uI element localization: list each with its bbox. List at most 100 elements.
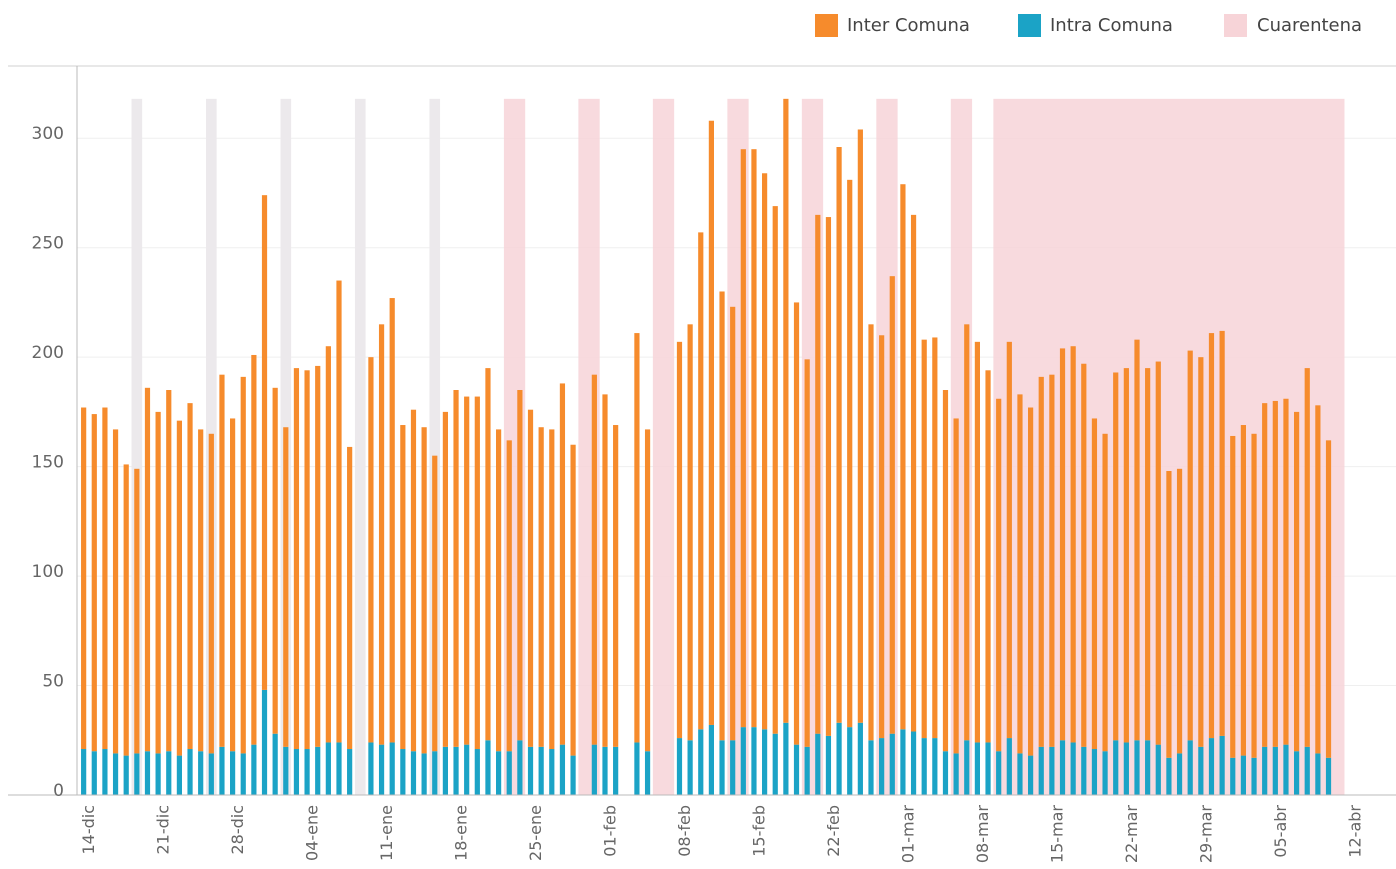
bar-segment <box>517 390 523 741</box>
bar-segment <box>815 733 821 795</box>
bar-segment <box>793 744 800 795</box>
bar-layer <box>70 98 1332 795</box>
bar-segment <box>996 751 1002 795</box>
bar-segment <box>836 722 842 795</box>
bar-segment <box>910 214 917 732</box>
bar-segment <box>1006 341 1012 739</box>
bar-segment <box>559 744 566 795</box>
bar-segment <box>240 753 246 795</box>
bar-segment <box>336 280 342 743</box>
bar-segment <box>198 429 204 752</box>
y-tick-label: 150 <box>32 453 64 473</box>
bar-segment <box>1325 757 1332 795</box>
bar-segment <box>432 455 438 752</box>
y-tick-label: 250 <box>32 234 64 254</box>
bar-segment <box>868 324 874 741</box>
x-tick-label: 08-feb <box>675 805 694 857</box>
bar-segment <box>570 444 576 756</box>
bar-segment <box>464 744 470 795</box>
bar-segment <box>825 735 832 795</box>
bar-segment <box>293 749 300 795</box>
y-tick-label: 100 <box>32 562 64 582</box>
quarantine-band <box>652 98 675 796</box>
bar-segment <box>496 751 502 795</box>
bar-segment <box>857 722 863 795</box>
legend-label: Intra Comuna <box>1050 15 1173 36</box>
bar-segment <box>1123 742 1129 795</box>
y-tick-label: 200 <box>32 343 64 363</box>
bar-segment <box>70 749 75 795</box>
bar-segment <box>1155 361 1161 745</box>
bar-segment <box>1081 746 1087 795</box>
bar-segment <box>1240 755 1246 795</box>
bar-segment <box>293 368 300 750</box>
bar-segment <box>325 742 331 795</box>
bar-segment <box>1113 740 1119 795</box>
bar-segment <box>91 751 97 795</box>
bar-segment <box>368 742 374 795</box>
bar-segment <box>1251 433 1257 758</box>
bar-segment <box>974 341 980 743</box>
bar-segment <box>81 407 87 750</box>
bar-segment <box>315 746 321 795</box>
bar-segment <box>559 383 566 745</box>
bar-segment <box>325 346 331 743</box>
bar-segment <box>1017 753 1023 795</box>
bar-segment <box>378 744 385 795</box>
bar-segment <box>793 302 800 745</box>
legend-swatch <box>1224 14 1247 37</box>
bar-segment <box>1070 742 1076 795</box>
bar-segment <box>421 753 427 795</box>
bar-segment <box>825 217 832 736</box>
bar-segment <box>219 374 225 747</box>
bar-segment <box>261 195 268 690</box>
bar-segment <box>1113 372 1119 741</box>
bar-segment <box>644 751 651 795</box>
bar-segment <box>1208 738 1215 795</box>
bar-segment <box>1294 411 1300 752</box>
bar-segment <box>879 738 885 795</box>
bar-segment <box>900 184 906 730</box>
bar-segment <box>251 354 257 745</box>
bar-segment <box>1091 418 1098 750</box>
gray-band <box>131 98 143 796</box>
bar-segment <box>304 370 310 750</box>
bar-segment <box>974 742 980 795</box>
bar-segment <box>1262 403 1268 747</box>
bar-segment <box>187 403 193 750</box>
bar-segment <box>868 740 874 795</box>
bar-segment <box>1155 744 1161 795</box>
bar-segment <box>772 733 778 795</box>
x-tick-label: 15-mar <box>1047 805 1066 864</box>
bar-segment <box>708 120 714 725</box>
bar-segment <box>144 751 151 795</box>
bar-segment <box>474 749 480 795</box>
bar-segment <box>815 214 821 734</box>
bar-segment <box>1081 363 1087 747</box>
bar-segment <box>857 129 863 723</box>
bar-segment <box>1230 757 1236 795</box>
bar-segment <box>751 727 757 795</box>
bar-segment <box>230 418 236 752</box>
bar-segment <box>230 751 236 795</box>
gray-band <box>429 98 441 796</box>
bar-segment <box>219 746 225 795</box>
x-tick-label: 22-feb <box>824 805 843 857</box>
x-tick-label: 14-dic <box>79 805 98 855</box>
bar-segment <box>378 324 385 745</box>
bar-segment <box>432 751 438 795</box>
bar-segment <box>804 359 810 747</box>
bar-segment <box>485 740 491 795</box>
bar-segment <box>1038 746 1044 795</box>
bar-segment <box>1230 435 1236 758</box>
bar-segment <box>208 433 214 754</box>
bar-segment <box>123 464 129 756</box>
x-tick-label: 18-ene <box>452 805 471 861</box>
bar-segment <box>698 232 704 730</box>
bar-segment <box>347 749 353 795</box>
bar-segment <box>634 333 640 743</box>
bar-segment <box>932 738 938 795</box>
bar-segment <box>964 740 970 795</box>
x-tick-label: 08-mar <box>973 805 992 864</box>
bar-segment <box>496 429 502 752</box>
